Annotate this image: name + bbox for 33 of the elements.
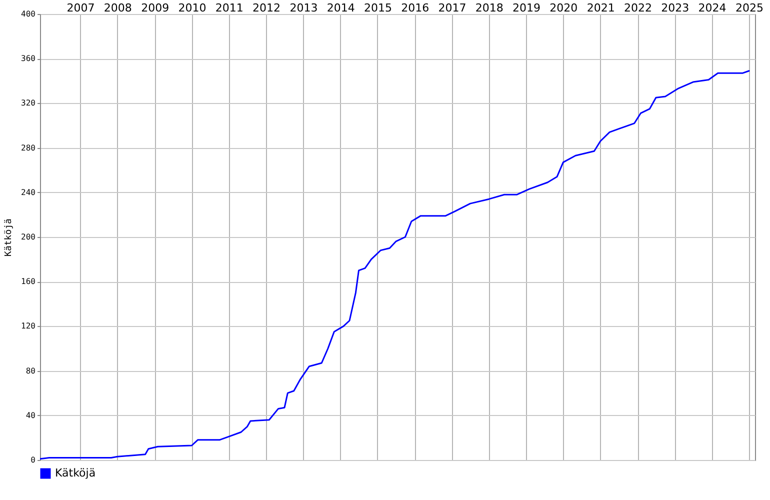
y-tick-label: 360 xyxy=(21,54,36,64)
x-tick-label: 2010 xyxy=(178,2,206,14)
y-tick-label: 240 xyxy=(21,188,36,197)
x-tick-label: 2021 xyxy=(586,2,615,14)
y-axis-title: Kätköjä xyxy=(4,218,14,256)
y-tick-label: 160 xyxy=(21,277,36,286)
x-tick-label: 2022 xyxy=(624,2,652,14)
legend-label: Kätköjä xyxy=(55,466,96,480)
x-tick-label: 2012 xyxy=(252,2,280,14)
x-tick-label: 2009 xyxy=(141,2,170,14)
x-tick-label: 2015 xyxy=(364,2,392,14)
x-tick-label: 2023 xyxy=(661,2,690,14)
x-tick-label: 2007 xyxy=(66,2,95,14)
y-tick-label: 40 xyxy=(26,410,36,420)
y-tick-label: 400 xyxy=(21,10,36,18)
x-tick-label: 2024 xyxy=(698,2,726,14)
y-tick-label: 80 xyxy=(26,366,36,376)
y-tick-label: 0 xyxy=(30,456,36,464)
y-tick-label: 200 xyxy=(21,232,36,242)
x-tick-label: 2008 xyxy=(104,2,132,14)
x-tick-label: 2013 xyxy=(290,2,318,14)
x-tick-label: 2020 xyxy=(550,2,578,14)
x-tick-label: 2014 xyxy=(326,2,355,14)
x-tick-label: 2018 xyxy=(475,2,504,14)
y-tick-label: 280 xyxy=(21,143,36,152)
y-tick-label: 120 xyxy=(21,322,36,331)
x-tick-label: 2025 xyxy=(736,2,764,14)
line-series xyxy=(40,70,750,460)
y-tick-label: 320 xyxy=(21,98,36,108)
x-tick-label: 2019 xyxy=(512,2,541,14)
x-tick-label: 2016 xyxy=(401,2,430,14)
x-tick-label: 2017 xyxy=(438,2,466,14)
x-tick-label: 2011 xyxy=(215,2,244,14)
